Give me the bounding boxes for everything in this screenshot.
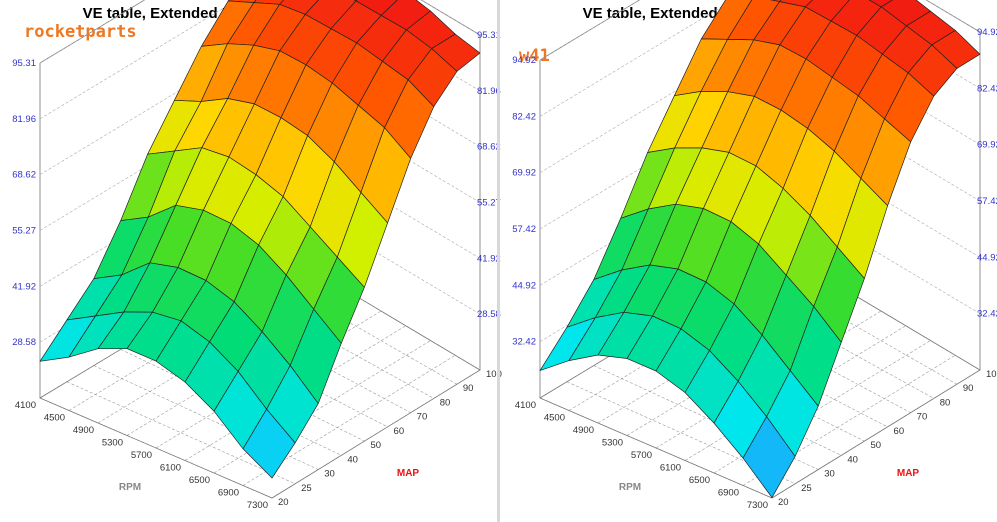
map-tick-label: 80 bbox=[940, 397, 951, 408]
z-tick-label: 69.92 bbox=[512, 168, 536, 179]
map-axis-label: MAP bbox=[397, 468, 420, 479]
rpm-tick-label: 6100 bbox=[160, 463, 181, 474]
rpm-tick-label: 7300 bbox=[747, 500, 768, 511]
z-tick-label: 95.31 bbox=[477, 30, 501, 41]
floor-gridline bbox=[201, 300, 411, 413]
axis-labels: 28.58 28.58 41.92 41.92 55.27 55.27 68.62 68.62… bbox=[12, 30, 502, 511]
rpm-axis-label: RPM bbox=[619, 482, 641, 493]
map-tick-label: 50 bbox=[870, 440, 881, 451]
map-tick-label: 80 bbox=[440, 397, 451, 408]
axis-labels: 32.42 32.42 44.92 44.92 57.42 57.42 69.92 69.92… bbox=[512, 27, 997, 511]
map-tick-label: 70 bbox=[917, 412, 928, 423]
rpm-tick-label: 6500 bbox=[189, 475, 210, 486]
surface bbox=[539, 0, 981, 498]
z-tick-label: 57.42 bbox=[977, 196, 997, 207]
map-tick-label: 90 bbox=[963, 383, 974, 394]
z-tick-label: 55.27 bbox=[12, 226, 36, 237]
rpm-tick-label: 4100 bbox=[15, 400, 36, 411]
floor-gridline bbox=[566, 381, 796, 485]
rpm-tick-label: 6100 bbox=[660, 463, 681, 474]
z-tick-label: 82.42 bbox=[512, 111, 536, 122]
map-tick-label: 20 bbox=[778, 497, 789, 508]
z-tick-label: 44.92 bbox=[977, 252, 997, 263]
z-tick-label: 44.92 bbox=[512, 280, 536, 291]
z-tick-label: 68.62 bbox=[477, 142, 501, 153]
map-tick-label: 100 bbox=[986, 369, 997, 380]
map-tick-label: 20 bbox=[278, 497, 289, 508]
z-tick-label: 94.92 bbox=[512, 55, 536, 66]
chart-panel-right: VE table, Extended RPMs -- but axes unce… bbox=[500, 0, 997, 522]
surface bbox=[39, 0, 481, 479]
map-tick-label: 25 bbox=[301, 483, 312, 494]
rpm-axis-label: RPM bbox=[119, 482, 141, 493]
z-tick-label: 28.58 bbox=[477, 309, 501, 320]
rpm-tick-label: 6900 bbox=[718, 488, 739, 499]
z-tick-label: 81.96 bbox=[12, 114, 36, 125]
z-tick-label: 57.42 bbox=[512, 224, 536, 235]
map-tick-label: 40 bbox=[847, 454, 858, 465]
map-tick-label: 60 bbox=[394, 426, 405, 437]
map-tick-label: 25 bbox=[801, 483, 812, 494]
rpm-tick-label: 5700 bbox=[131, 450, 152, 461]
map-tick-label: 30 bbox=[824, 469, 835, 480]
rpm-tick-label: 4900 bbox=[573, 425, 594, 436]
map-tick-label: 30 bbox=[324, 469, 335, 480]
z-tick-label: 55.27 bbox=[477, 198, 501, 209]
map-tick-label: 60 bbox=[894, 426, 905, 437]
rpm-tick-label: 4500 bbox=[44, 413, 65, 424]
rpm-tick-label: 5700 bbox=[631, 450, 652, 461]
map-tick-label: 90 bbox=[463, 383, 474, 394]
z-tick-label: 95.31 bbox=[12, 58, 36, 69]
floor-gridline bbox=[66, 381, 296, 485]
floor-gridline bbox=[754, 267, 958, 385]
surface-cell bbox=[242, 408, 296, 479]
floor-gridline bbox=[184, 325, 406, 461]
rpm-tick-label: 5300 bbox=[602, 438, 623, 449]
rpm-tick-label: 4100 bbox=[515, 400, 536, 411]
rpm-tick-label: 4900 bbox=[73, 425, 94, 436]
z-tick-label: 32.42 bbox=[512, 337, 536, 348]
surface-plot-right: 32.42 32.42 44.92 44.92 57.42 57.42 69.92 69.92… bbox=[512, 0, 997, 511]
rpm-tick-label: 4500 bbox=[544, 413, 565, 424]
map-tick-label: 40 bbox=[347, 454, 358, 465]
surface-cell bbox=[742, 416, 796, 498]
z-tick-label: 41.92 bbox=[12, 281, 36, 292]
map-axis-label: MAP bbox=[897, 468, 920, 479]
z-tick-label: 81.96 bbox=[477, 86, 501, 97]
z-tick-label: 41.92 bbox=[477, 253, 501, 264]
floor-gridline bbox=[684, 325, 906, 461]
floor-gridline bbox=[701, 300, 911, 413]
panel-divider bbox=[497, 0, 500, 522]
surface-plot-left: 28.58 28.58 41.92 41.92 55.27 55.27 68.62 68.62… bbox=[12, 0, 502, 511]
rpm-tick-label: 7300 bbox=[247, 500, 268, 511]
rpm-tick-label: 6500 bbox=[689, 475, 710, 486]
z-tick-label: 69.92 bbox=[977, 140, 997, 151]
z-tick-label: 82.42 bbox=[977, 83, 997, 94]
z-tick-label: 94.92 bbox=[977, 27, 997, 38]
floor-gridline bbox=[254, 267, 458, 385]
wall-edge bbox=[420, 0, 481, 36]
rpm-tick-label: 6900 bbox=[218, 488, 239, 499]
map-tick-label: 100 bbox=[486, 369, 502, 380]
z-tick-label: 68.62 bbox=[12, 170, 36, 181]
watermark-label: rocketparts bbox=[24, 22, 137, 42]
wall-edge bbox=[925, 0, 981, 33]
z-tick-label: 32.42 bbox=[977, 309, 997, 320]
map-tick-label: 70 bbox=[417, 412, 428, 423]
watermark-label: w41 bbox=[519, 46, 550, 66]
z-tick-label: 28.58 bbox=[12, 337, 36, 348]
chart-panel-left: VE table, Extended RPMs -- but axes unce… bbox=[0, 0, 502, 522]
map-tick-label: 50 bbox=[370, 440, 381, 451]
rpm-tick-label: 5300 bbox=[102, 438, 123, 449]
